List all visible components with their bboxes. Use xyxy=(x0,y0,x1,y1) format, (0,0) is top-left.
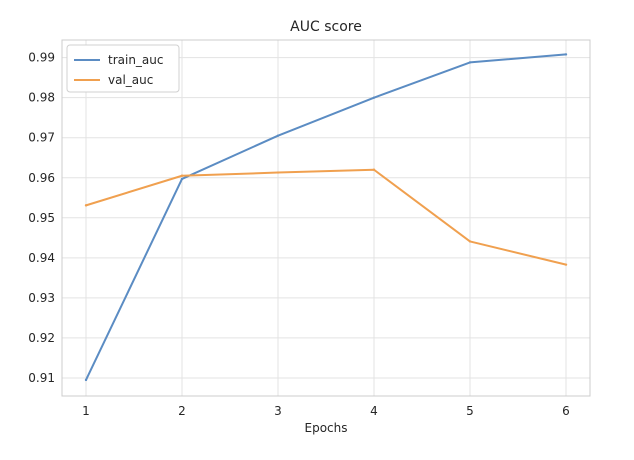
data-point-train_auc xyxy=(276,134,280,137)
legend-label-train_auc: train_auc xyxy=(108,53,164,67)
data-point-val_auc xyxy=(180,174,184,177)
y-tick-label: 0.91 xyxy=(28,371,55,385)
x-tick-label: 5 xyxy=(466,404,474,418)
x-axis-label: Epochs xyxy=(305,421,348,435)
data-point-train_auc xyxy=(84,378,88,382)
y-tick-label: 0.92 xyxy=(28,331,55,345)
x-tick-label: 4 xyxy=(370,404,378,418)
y-tick-label: 0.93 xyxy=(28,291,55,305)
y-tick-label: 0.95 xyxy=(28,211,55,225)
data-point-train_auc xyxy=(564,53,568,56)
series-lines xyxy=(84,53,568,382)
chart-title: AUC score xyxy=(290,19,362,35)
y-tick-label: 0.94 xyxy=(28,251,55,265)
x-tick-label: 1 xyxy=(82,404,90,418)
x-tick-label: 2 xyxy=(178,404,186,418)
y-tick-label: 0.96 xyxy=(28,171,55,185)
data-point-train_auc xyxy=(372,96,376,99)
x-tick-label: 6 xyxy=(562,404,570,418)
plot-area-frame xyxy=(61,39,591,397)
y-tick-label: 0.97 xyxy=(28,131,55,145)
data-point-val_auc xyxy=(84,204,88,207)
series-line-val_auc xyxy=(85,168,567,266)
grid-lines xyxy=(62,40,590,396)
legend: train_auc val_auc xyxy=(66,44,180,93)
y-tick-label: 0.99 xyxy=(28,51,55,65)
data-point-val_auc xyxy=(468,240,472,243)
data-point-val_auc xyxy=(372,168,376,171)
data-point-val_auc xyxy=(564,263,568,266)
y-tick-label: 0.98 xyxy=(28,91,55,105)
data-point-val_auc xyxy=(276,171,280,174)
x-tick-label: 3 xyxy=(274,404,282,418)
data-point-train_auc xyxy=(180,177,184,181)
data-point-train_auc xyxy=(468,61,472,64)
series-line-train_auc xyxy=(85,53,567,381)
legend-label-val_auc: val_auc xyxy=(108,73,153,87)
tick-labels: 1 2 3 4 5 6 0.91 0.92 0.93 0.94 0.95 0.96 0.97 0.98 0.… xyxy=(28,51,570,418)
